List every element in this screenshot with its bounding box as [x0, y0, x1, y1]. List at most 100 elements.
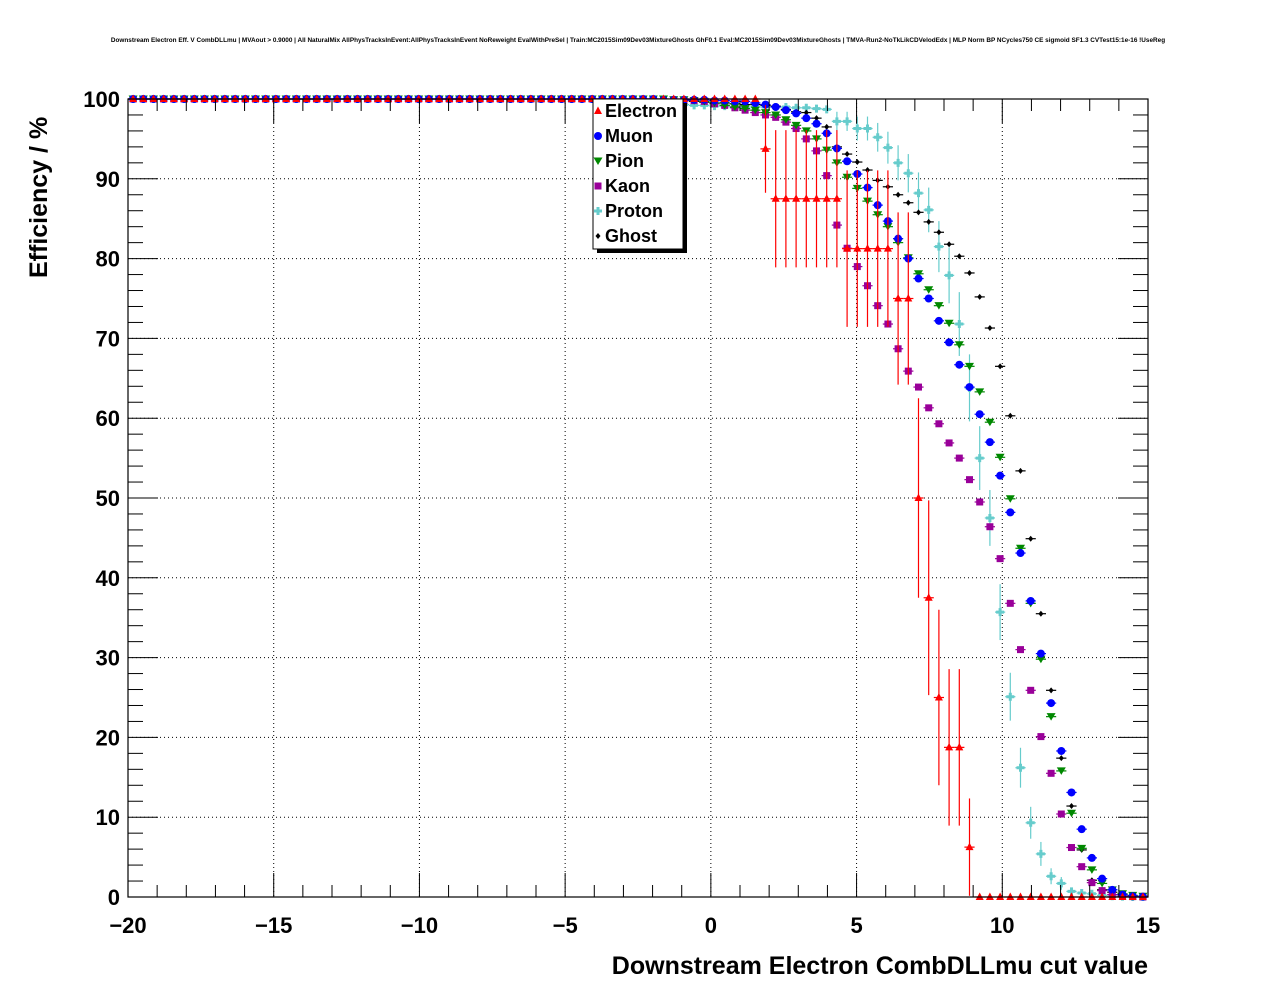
data-point-proton — [955, 320, 964, 329]
data-point-electron — [169, 94, 178, 102]
data-point-electron — [965, 842, 974, 851]
data-point-electron — [853, 244, 862, 252]
data-point-pion — [1077, 844, 1087, 853]
data-point-ghost — [956, 253, 962, 260]
data-point-kaon — [1057, 810, 1065, 818]
data-point-muon — [965, 383, 974, 392]
data-point-proton — [822, 105, 831, 114]
data-point-muon — [1057, 746, 1066, 755]
data-point-electron — [445, 94, 454, 102]
legend-marker-muon-icon — [594, 132, 602, 140]
data-point-kaon — [986, 523, 994, 531]
data-point-ghost — [1058, 755, 1064, 762]
data-point-muon — [914, 274, 923, 283]
data-point-electron — [1036, 892, 1045, 900]
data-point-pion — [944, 319, 954, 328]
data-point-muon — [1077, 825, 1086, 834]
data-point-muon — [1036, 649, 1045, 658]
data-point-electron — [220, 94, 229, 102]
data-point-electron — [975, 892, 984, 900]
data-point-muon — [1098, 874, 1107, 883]
data-point-pion — [1046, 713, 1056, 721]
data-point-kaon — [1078, 863, 1086, 871]
y-tick-label: 80 — [96, 247, 120, 272]
data-point-electron — [394, 94, 403, 102]
data-point-pion — [740, 105, 750, 113]
data-point-kaon — [915, 383, 922, 391]
data-point-proton — [1016, 763, 1025, 772]
data-point-electron — [1108, 892, 1117, 900]
data-point-ghost — [1007, 412, 1013, 419]
data-point-proton — [853, 124, 862, 133]
legend-label: Proton — [605, 201, 663, 221]
legend-item-ghost: Ghost — [595, 226, 657, 246]
data-point-proton — [1026, 818, 1035, 827]
data-point-proton — [894, 158, 903, 167]
data-point-muon — [792, 109, 801, 118]
data-point-electron — [435, 94, 444, 102]
data-point-muon — [955, 360, 964, 369]
data-point-kaon — [1047, 769, 1055, 777]
data-point-electron — [414, 94, 423, 102]
data-point-electron — [577, 94, 586, 102]
legend-marker-pion-icon — [593, 157, 603, 165]
data-point-proton — [1067, 887, 1076, 896]
data-point-kaon — [1037, 733, 1045, 741]
data-point-electron — [547, 94, 556, 102]
data-point-muon — [802, 114, 811, 123]
data-point-electron — [985, 892, 994, 900]
data-point-proton — [1036, 849, 1045, 858]
data-point-ghost — [946, 241, 952, 248]
data-point-kaon — [1088, 879, 1096, 887]
data-point-pion — [914, 270, 923, 278]
legend: Electron Muon Pion Kaon Proton Ghost — [592, 98, 687, 253]
data-point-electron — [1077, 892, 1086, 900]
legend-box — [592, 98, 684, 250]
legend-label: Pion — [605, 151, 644, 171]
x-tick-label: 10 — [990, 913, 1014, 938]
data-point-electron — [924, 593, 933, 601]
legend-label: Ghost — [605, 226, 657, 246]
data-point-kaon — [955, 454, 963, 462]
data-point-ghost — [977, 293, 983, 300]
data-point-pion — [750, 106, 760, 115]
data-point-proton — [802, 103, 811, 112]
data-point-ghost — [824, 123, 830, 130]
x-tick-label: 5 — [850, 913, 862, 938]
y-tick-label: 70 — [96, 326, 120, 351]
data-point-ghost — [967, 269, 972, 276]
data-point-electron — [873, 244, 882, 252]
data-point-muon — [771, 102, 780, 111]
data-point-kaon — [1017, 646, 1024, 654]
x-tick-label: −5 — [553, 913, 578, 938]
data-point-electron — [1138, 892, 1147, 900]
legend-label: Electron — [605, 101, 677, 121]
data-point-proton — [1006, 692, 1015, 701]
data-point-muon — [1087, 853, 1096, 862]
x-tick-label: −15 — [255, 913, 292, 938]
data-point-ghost — [865, 167, 870, 174]
data-point-kaon — [1027, 686, 1035, 694]
x-tick-label: 15 — [1136, 913, 1160, 938]
data-point-muon — [781, 106, 790, 115]
data-point-muon — [1016, 549, 1025, 558]
data-point-electron — [282, 94, 291, 102]
legend-marker-ghost-icon — [595, 233, 601, 239]
data-point-kaon — [996, 555, 1004, 563]
data-point-ghost — [1069, 803, 1074, 810]
data-point-kaon — [1006, 599, 1014, 607]
data-point-electron — [1006, 892, 1015, 900]
data-point-electron — [149, 94, 158, 102]
data-point-muon — [812, 119, 821, 128]
data-point-electron — [771, 194, 780, 202]
data-point-electron — [363, 94, 372, 102]
data-point-electron — [322, 94, 331, 102]
data-point-electron — [1098, 892, 1107, 900]
data-point-kaon — [976, 498, 984, 506]
data-point-ghost — [916, 209, 921, 216]
data-point-proton — [924, 205, 933, 214]
data-point-ghost — [905, 199, 911, 206]
data-point-electron — [1047, 892, 1056, 900]
data-point-ghost — [926, 218, 932, 225]
data-point-electron — [904, 294, 913, 302]
